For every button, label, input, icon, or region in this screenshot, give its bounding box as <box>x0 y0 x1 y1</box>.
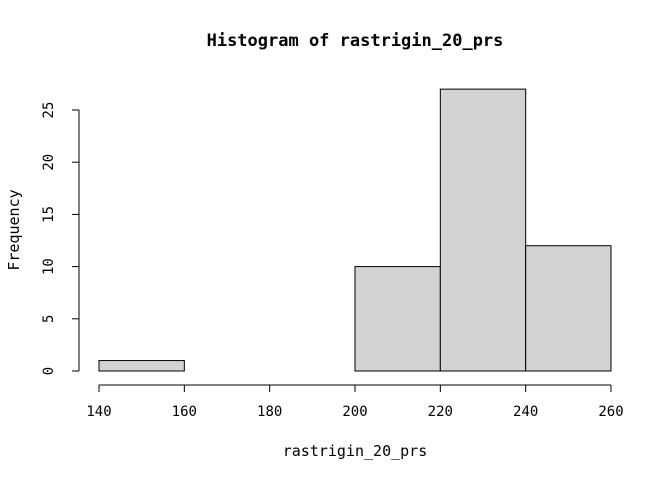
x-tick-label-260: 260 <box>598 404 623 420</box>
x-tick-label-220: 220 <box>428 404 453 420</box>
x-axis: 140 160 180 200 220 240 260 <box>86 384 624 420</box>
y-tick-label-5: 5 <box>41 315 57 323</box>
x-tick-label-180: 180 <box>257 404 282 420</box>
histogram-bar-140-160 <box>98 360 185 372</box>
histogram-bar-220-240 <box>439 88 527 372</box>
chart-title: Histogram of rastrigin_20_prs <box>207 31 504 51</box>
x-axis-label: rastrigin_20_prs <box>283 442 428 460</box>
y-tick-label-15: 15 <box>41 206 57 223</box>
y-axis: 0 5 10 15 20 25 <box>41 102 80 375</box>
histogram-bar-200-220 <box>354 266 441 372</box>
y-axis-label: Frequency <box>5 189 23 270</box>
x-tick-label-160: 160 <box>172 404 197 420</box>
bars-group <box>98 88 612 372</box>
x-tick-label-240: 240 <box>513 404 538 420</box>
y-tick-label-20: 20 <box>41 154 57 171</box>
x-tick-label-140: 140 <box>86 404 111 420</box>
y-tick-label-10: 10 <box>41 258 57 275</box>
x-tick-label-200: 200 <box>342 404 367 420</box>
y-tick-label-25: 25 <box>41 102 57 119</box>
histogram-bar-240-260 <box>525 245 612 372</box>
y-tick-label-0: 0 <box>41 367 57 375</box>
